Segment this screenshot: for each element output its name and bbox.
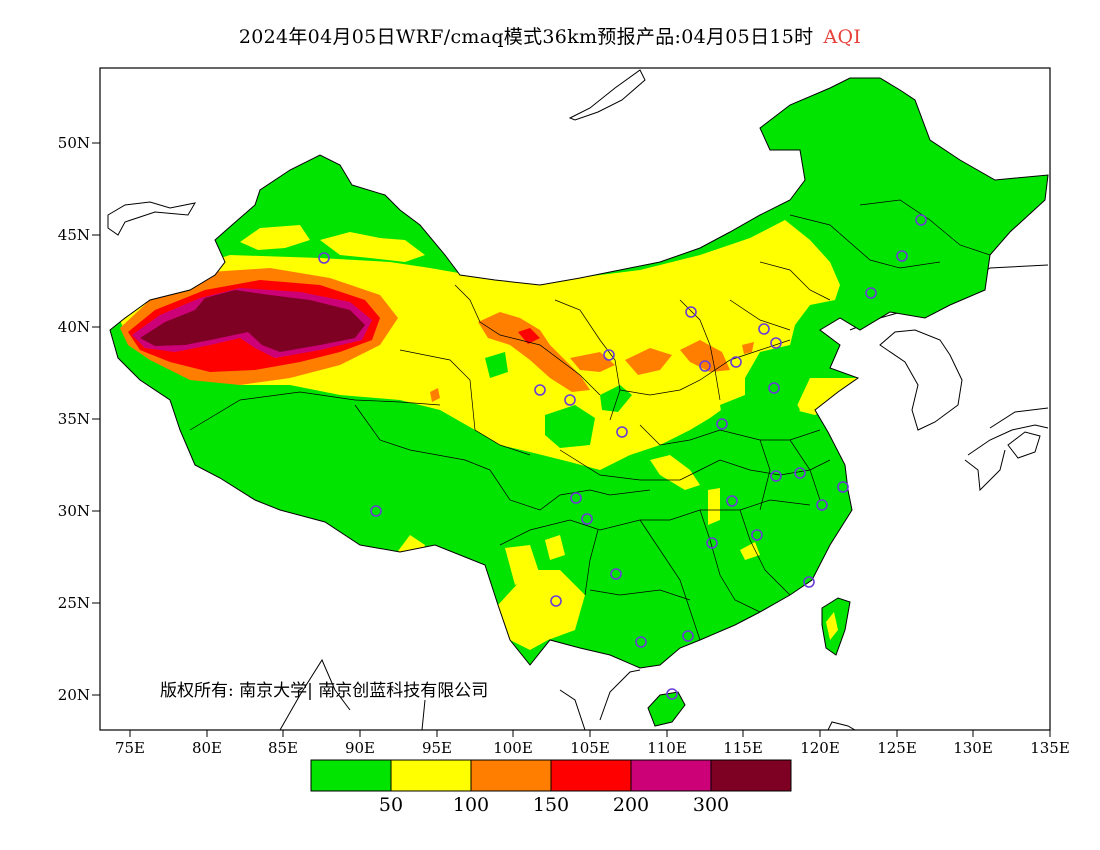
station-marker (816, 499, 828, 511)
hainan-island (647, 691, 686, 727)
y-tick-label: 35N (58, 410, 90, 428)
x-tick-label: 100E (493, 739, 533, 757)
x-tick-label: 75E (115, 739, 145, 757)
legend-swatch-hazardous (710, 759, 792, 792)
x-tick-label: 130E (953, 739, 993, 757)
legend-label: 300 (692, 794, 730, 816)
x-tick-label: 95E (422, 739, 452, 757)
station-marker (666, 688, 678, 700)
legend-swatch-moderate (390, 759, 472, 792)
x-axis: 75E 80E 85E 90E 95E 100E 105E 110E 115E … (115, 730, 1070, 757)
map-frame (99, 67, 1051, 731)
x-tick-label: 105E (570, 739, 610, 757)
station-marker (770, 470, 782, 482)
station-marker (581, 513, 593, 525)
x-tick-label: 135E (1030, 739, 1070, 757)
station-marker (758, 323, 770, 335)
china-border (109, 77, 1049, 669)
legend-swatch-very-unhealthy (630, 759, 712, 792)
y-tick-label: 45N (58, 226, 90, 244)
station-marker (730, 356, 742, 368)
taiwan-moderate-area (826, 612, 838, 640)
x-tick-label: 115E (723, 739, 763, 757)
y-tick-label: 25N (58, 594, 90, 612)
legend-label: 50 (378, 794, 404, 816)
station-marker (318, 252, 330, 264)
map-title: 2024年04月05日WRF/cmaq模式36km预报产品:04月05日15时 A… (0, 22, 1100, 49)
y-tick-label: 20N (58, 686, 90, 704)
y-axis: 50N 45N 40N 35N 30N 25N 20N (58, 134, 100, 704)
station-marker (610, 568, 622, 580)
legend-label: 150 (532, 794, 570, 816)
station-marker (635, 636, 647, 648)
aqi-legend (310, 759, 792, 792)
x-tick-label: 85E (268, 739, 298, 757)
station-marker (768, 382, 780, 394)
station-marker (716, 418, 728, 430)
station-marker (915, 214, 927, 226)
legend-swatch-good (310, 759, 392, 792)
station-marker (726, 495, 738, 507)
x-tick-label: 120E (800, 739, 840, 757)
x-tick-label: 80E (192, 739, 222, 757)
station-marker (699, 360, 711, 372)
station-marker (564, 394, 576, 406)
copyright-text: 版权所有: 南京大学| 南京创蓝科技有限公司 (160, 681, 488, 701)
legend-label: 100 (452, 794, 490, 816)
station-marker (550, 595, 562, 607)
legend-label: 200 (612, 794, 650, 816)
monitoring-stations (318, 214, 927, 700)
legend-swatch-unhealthy (550, 759, 632, 792)
station-marker (896, 250, 908, 262)
station-marker (682, 630, 694, 642)
x-tick-label: 125E (877, 739, 917, 757)
station-marker (570, 492, 582, 504)
station-marker (865, 287, 877, 299)
station-marker (837, 481, 849, 493)
map-title-variable: AQI (823, 26, 862, 48)
station-marker (770, 337, 782, 349)
station-marker (706, 537, 718, 549)
y-tick-label: 50N (58, 134, 90, 152)
station-marker (751, 529, 763, 541)
x-tick-label: 90E (345, 739, 375, 757)
map-title-main: 2024年04月05日WRF/cmaq模式36km预报产品:04月05日15时 (238, 26, 814, 48)
station-marker (534, 384, 546, 396)
legend-swatch-usg (470, 759, 552, 792)
station-marker (370, 505, 382, 517)
x-tick-label: 110E (647, 739, 687, 757)
station-marker (794, 467, 806, 479)
station-marker (685, 306, 697, 318)
y-tick-label: 30N (58, 502, 90, 520)
station-marker (616, 426, 628, 438)
station-marker (803, 576, 815, 588)
y-tick-label: 40N (58, 318, 90, 336)
station-marker (603, 349, 615, 361)
